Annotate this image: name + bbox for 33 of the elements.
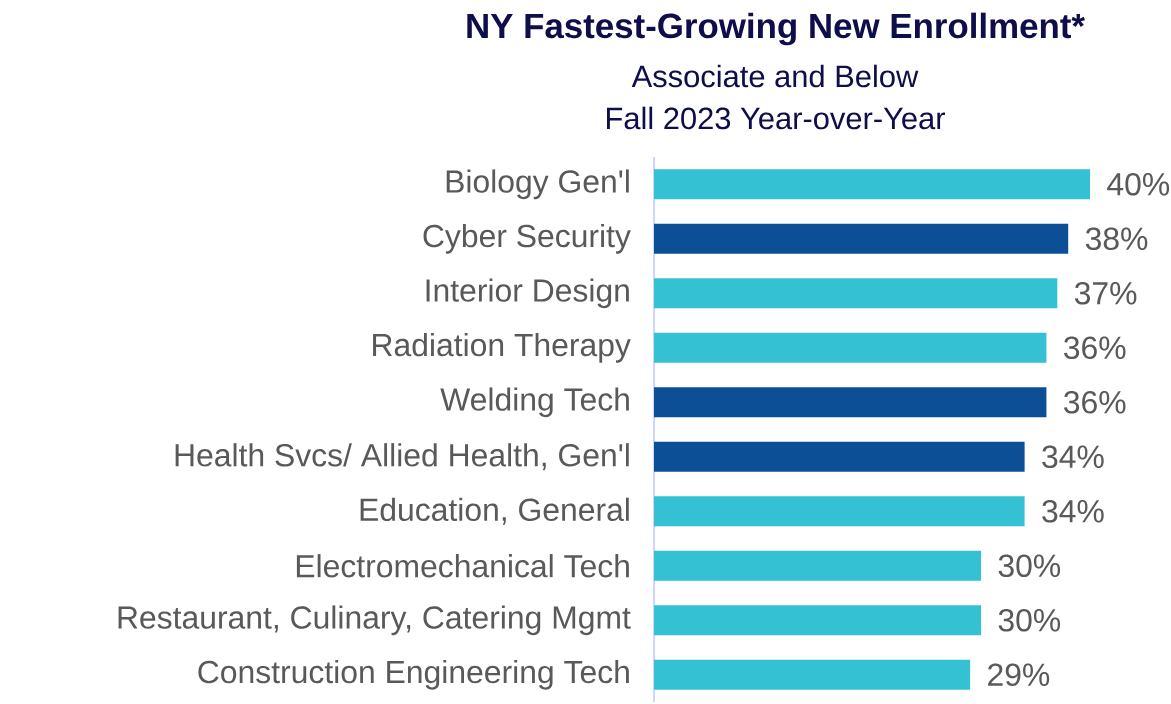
bar <box>654 169 1091 200</box>
bar <box>654 441 1025 472</box>
bar <box>654 387 1047 418</box>
y-tick-label: Health Svcs/ Allied Health, Gen'l <box>175 443 629 471</box>
data-label: 38% <box>1085 227 1148 251</box>
y-tick-label: Construction Engineering Tech <box>198 659 629 690</box>
y-tick-label: Education, General <box>360 497 629 525</box>
y-tick-label: Electromechanical Tech <box>296 554 629 578</box>
data-label: 36% <box>1064 336 1126 360</box>
data-label: 30% <box>998 554 1061 578</box>
chart-subtitle: Associate and Below <box>631 64 919 88</box>
data-label: 34% <box>1042 445 1104 469</box>
data-label: 30% <box>998 608 1061 632</box>
chart-title: NY Fastest-Growing New Enrollment* <box>467 12 1085 46</box>
data-label: 34% <box>1042 499 1104 523</box>
bar <box>654 223 1069 254</box>
bar <box>654 278 1058 309</box>
data-label: 40% <box>1107 172 1170 196</box>
data-label: 36% <box>1064 390 1126 414</box>
y-tick-label: Interior Design <box>426 278 629 309</box>
bar <box>654 550 982 581</box>
y-tick-label: Biology Gen'l <box>446 169 629 200</box>
bar <box>654 605 982 636</box>
data-label: 29% <box>988 663 1050 687</box>
y-tick-label: Restaurant, Culinary, Catering Mgmt <box>118 605 631 636</box>
bar <box>654 659 971 690</box>
text: Fall 2023 Year-over-Year <box>607 106 946 130</box>
bar <box>654 496 1025 527</box>
y-tick-label: Welding Tech <box>440 387 629 418</box>
bar <box>654 332 1047 363</box>
y-tick-label: Cyber Security <box>423 223 631 254</box>
y-tick-label: Radiation Therapy <box>373 332 631 363</box>
data-label: 37% <box>1074 281 1137 305</box>
